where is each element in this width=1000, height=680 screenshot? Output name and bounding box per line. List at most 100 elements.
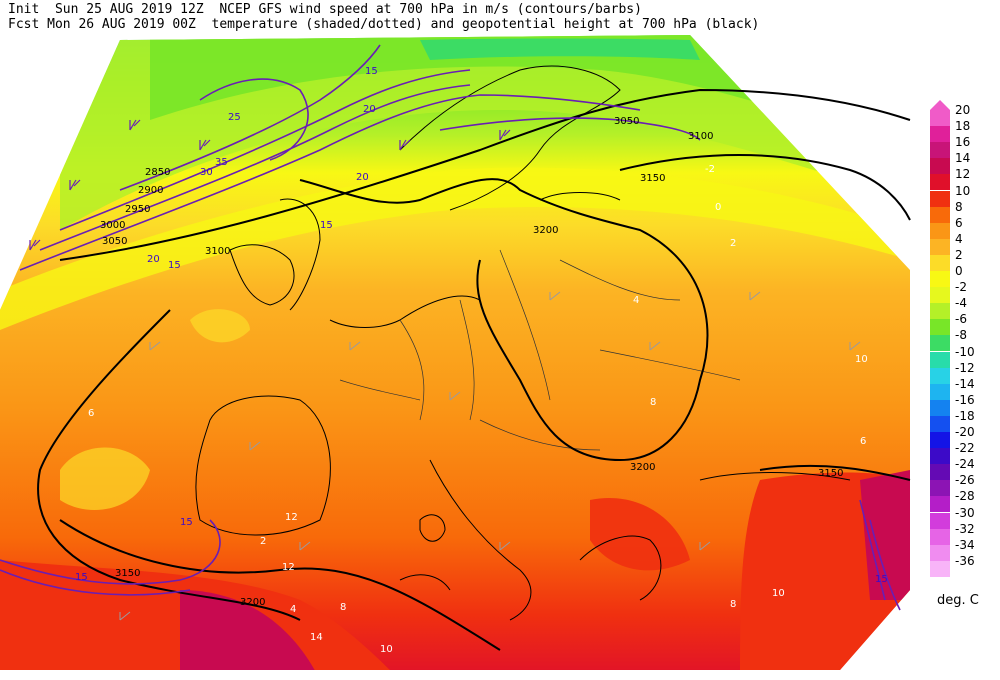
- wind-contours: [0, 44, 901, 611]
- temp-label: 0: [715, 202, 721, 213]
- legend-swatch: [930, 464, 950, 481]
- legend-swatch: [930, 222, 950, 239]
- legend-label: -34: [955, 537, 975, 552]
- legend-swatch: [930, 190, 950, 207]
- legend-label: -22: [955, 441, 975, 456]
- legend-label: 14: [955, 151, 971, 166]
- legend-swatch: [930, 351, 950, 368]
- wind-label: 20: [363, 104, 376, 115]
- legend-swatch: [930, 383, 950, 400]
- country-borders: [339, 249, 741, 451]
- temp-label: 14: [310, 632, 323, 643]
- legend-label: -2: [955, 280, 967, 295]
- legend-label: 8: [955, 199, 963, 214]
- legend-label: 10: [955, 183, 971, 198]
- height-label: 3150: [818, 468, 843, 479]
- height-label: 2900: [138, 185, 163, 196]
- height-label: 3150: [640, 173, 665, 184]
- legend-swatch: [930, 174, 950, 191]
- height-label: 3000: [100, 220, 125, 231]
- header-init-line: Init Sun 25 AUG 2019 12Z NCEP GFS wind s…: [8, 2, 642, 17]
- temp-label: 8: [730, 599, 736, 610]
- legend-swatch: [930, 319, 950, 336]
- wind-label: 20: [356, 172, 369, 183]
- height-label: 3050: [102, 236, 127, 247]
- legend-label: -20: [955, 425, 975, 439]
- legend-arrow-cap: [930, 100, 950, 110]
- legend-swatch: [930, 560, 950, 577]
- temp-label: 4: [633, 295, 639, 306]
- legend-swatch: [930, 254, 950, 271]
- legend-swatch: [930, 432, 950, 449]
- height-label: 3200: [240, 597, 265, 608]
- legend-label: -36: [955, 553, 975, 568]
- legend-swatch: [930, 496, 950, 513]
- temp-label: 8: [650, 397, 656, 408]
- legend-label: -12: [955, 360, 975, 375]
- temp-label: 12: [282, 562, 295, 573]
- wind-label: 15: [365, 66, 378, 77]
- legend-swatch: [930, 158, 950, 175]
- temp-label: 2: [730, 238, 736, 249]
- legend-swatch: [930, 303, 950, 320]
- temp-label: -2: [705, 164, 715, 175]
- legend-label: 6: [955, 215, 963, 230]
- legend-label: -32: [955, 521, 975, 536]
- wind-label: 35: [215, 157, 228, 168]
- temp-label: 8: [340, 602, 346, 613]
- temp-label: 10: [855, 354, 868, 365]
- legend-label: 4: [955, 231, 963, 246]
- legend-swatch: [930, 544, 950, 561]
- legend-label: -10: [955, 344, 975, 359]
- legend-label: -28: [955, 489, 975, 504]
- temp-label: 6: [88, 408, 94, 419]
- legend-label: 2: [955, 247, 963, 262]
- legend-swatch: [930, 126, 950, 143]
- legend-label: 0: [955, 264, 963, 278]
- wind-label: 15: [168, 260, 181, 271]
- legend-swatch: [930, 110, 950, 127]
- temperature-legend: 20 18 16 14 12 10 8 6 4 2 0 -2 -4 -6 -8 -10 -12 -14 -16 -18…: [930, 100, 1000, 600]
- temp-label: 10: [380, 644, 393, 655]
- temperature-shading: [0, 35, 910, 670]
- legend-label: -8: [955, 328, 967, 343]
- legend-label: -18: [955, 408, 975, 423]
- temp-label: 2: [260, 536, 266, 547]
- legend-swatch: [930, 448, 950, 465]
- height-label: 3200: [630, 462, 655, 473]
- temp-label: 10: [772, 588, 785, 599]
- height-label: 3100: [688, 131, 713, 142]
- legend-swatch: [930, 528, 950, 545]
- height-label: 2950: [125, 204, 150, 215]
- height-contours: [37, 88, 911, 651]
- legend-label: 20: [955, 103, 971, 117]
- wind-label: 15: [75, 572, 88, 583]
- wind-label: 25: [228, 112, 241, 123]
- legend-label: -4: [955, 296, 967, 311]
- legend-swatch: [930, 367, 950, 384]
- wind-label: 20: [147, 254, 160, 265]
- legend-units: deg. C: [937, 593, 979, 608]
- temp-label: 12: [285, 512, 298, 523]
- wind-label-group: 15 20 25 30 35 20 15 20 15 15 15 15: [75, 66, 888, 585]
- wind-label: 15: [180, 517, 193, 528]
- legend-swatch: [930, 415, 950, 432]
- legend-label: 12: [955, 167, 971, 182]
- legend-swatch: [930, 238, 950, 255]
- legend-label: -26: [955, 473, 975, 488]
- temp-label: 4: [290, 604, 296, 615]
- wind-label: 15: [875, 574, 888, 585]
- legend-swatch: [930, 206, 950, 223]
- legend-swatch: [930, 480, 950, 497]
- legend-label: -6: [955, 312, 967, 327]
- legend-label: -30: [955, 505, 975, 520]
- legend-swatch: [930, 399, 950, 416]
- height-label: 3050: [614, 116, 639, 127]
- height-label: 3200: [533, 225, 558, 236]
- temp-label-group: -2 0 2 4 6 8 10 12 6 4 2 8 10 14 12 10 8: [88, 164, 868, 655]
- legend-label: -16: [955, 392, 975, 407]
- legend-label: -14: [955, 376, 975, 391]
- legend-swatch: [930, 271, 950, 288]
- map-canvas: 3100 3150 3200 3050 3000 2950 2900 2850 …: [0, 35, 911, 670]
